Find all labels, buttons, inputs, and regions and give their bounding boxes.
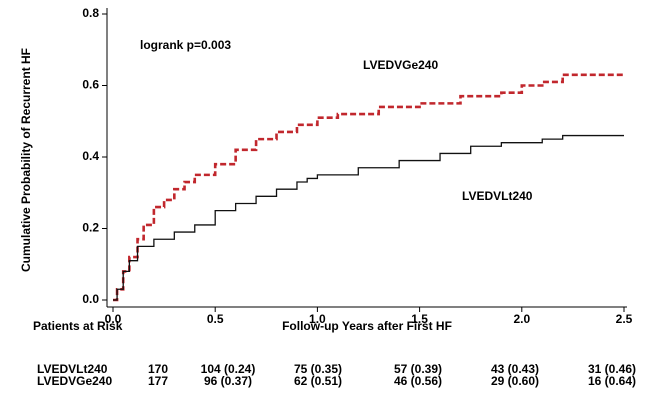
risk-cell: 31 (0.46): [588, 362, 636, 376]
risk-table-title: Patients at Risk: [33, 319, 123, 333]
risk-row-label: LVEDVLt240: [37, 362, 108, 376]
series-label: LVEDVGe240: [363, 58, 438, 72]
risk-cell: 177: [148, 374, 168, 388]
series-label: LVEDVLt240: [462, 189, 533, 203]
risk-cell: 104 (0.24): [201, 362, 256, 376]
y-tick-label: 0.4: [82, 149, 99, 163]
risk-cell: 57 (0.39): [394, 362, 442, 376]
x-tick-label: 1.0: [309, 312, 326, 326]
risk-row-label: LVEDVGe240: [37, 374, 112, 388]
x-axis-label: Follow-up Years after First HF: [282, 319, 452, 333]
x-tick-label: 0.5: [207, 312, 224, 326]
y-tick-label: 0.6: [82, 78, 99, 92]
risk-cell: 96 (0.37): [204, 374, 252, 388]
survival-curve: [113, 73, 624, 302]
x-tick-label: 2.0: [513, 312, 530, 326]
y-tick-label: 0.8: [82, 6, 99, 20]
x-tick-label: 0.0: [105, 312, 122, 326]
risk-cell: 16 (0.64): [588, 374, 636, 388]
risk-cell: 170: [148, 362, 168, 376]
y-tick-label: 0.2: [82, 221, 99, 235]
risk-cell: 62 (0.51): [294, 374, 342, 388]
annotation: logrank p=0.003: [140, 38, 231, 52]
x-tick-label: 1.5: [411, 312, 428, 326]
risk-cell: 43 (0.43): [491, 362, 539, 376]
x-tick-label: 2.5: [616, 312, 633, 326]
risk-cell: 75 (0.35): [294, 362, 342, 376]
risk-cell: 29 (0.60): [491, 374, 539, 388]
risk-cell: 46 (0.56): [394, 374, 442, 388]
survival-curve: [113, 134, 624, 301]
y-axis-label: Cumulative Probability of Recurrent HF: [19, 48, 33, 272]
y-tick-label: 0.0: [82, 292, 99, 306]
